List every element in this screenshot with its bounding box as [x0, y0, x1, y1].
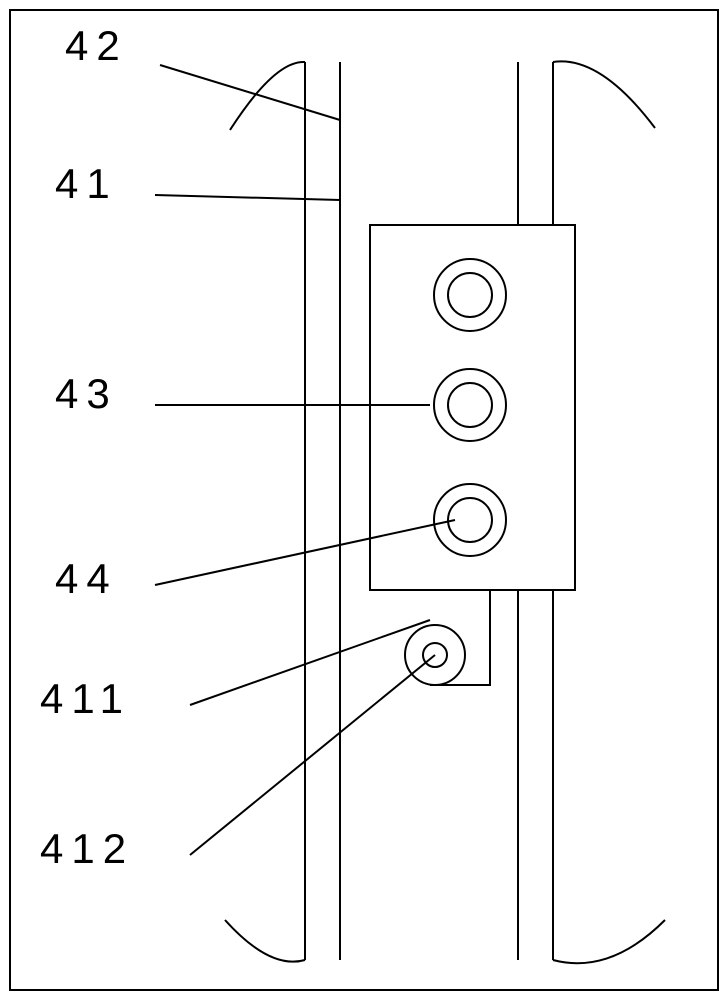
- top-curve-left: [230, 62, 305, 130]
- bottom-curve-left: [225, 920, 305, 962]
- label-412: 412: [40, 825, 134, 873]
- leader-411: [190, 620, 430, 705]
- label-43: 43: [55, 370, 118, 418]
- bottom-curve-right: [553, 920, 665, 963]
- label-411: 411: [40, 675, 131, 723]
- top-curve-right: [553, 61, 655, 128]
- label-42: 42: [65, 22, 128, 70]
- label-44: 44: [55, 555, 118, 603]
- label-41: 41: [55, 160, 118, 208]
- leader-42: [160, 65, 340, 120]
- leader-41: [155, 195, 340, 200]
- block-43: [370, 225, 575, 590]
- leader-412: [190, 655, 435, 855]
- diagram-container: 42 41 43 44 411 412: [0, 0, 728, 1000]
